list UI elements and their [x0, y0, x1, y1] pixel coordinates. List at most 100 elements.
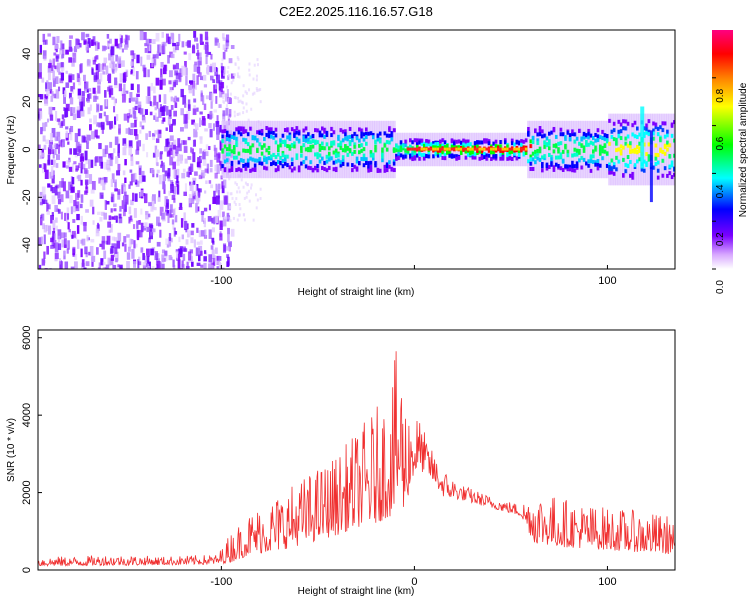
spectrogram-cell: [575, 161, 579, 166]
spectrogram-cell: [194, 83, 198, 90]
spectrogram-cell: [212, 79, 216, 83]
spectrogram-cell: [205, 144, 209, 151]
spectrogram-cell: [670, 123, 674, 128]
spectrogram-cell: [185, 239, 189, 245]
spectrogram-cell: [130, 173, 135, 183]
spectrogram-cell: [513, 147, 517, 151]
spectrogram-cell: [134, 134, 139, 140]
spectrogram-cell: [550, 154, 554, 159]
spectrogram-cell: [585, 161, 589, 166]
spectrogram-cell: [341, 158, 345, 163]
spectrogram-cell: [617, 134, 621, 139]
spectrogram-cell: [316, 128, 320, 133]
spectrogram-cell: [223, 216, 226, 220]
spectrogram-cell: [184, 103, 187, 108]
spectrogram-cell: [55, 144, 59, 150]
spectrogram-cell: [195, 52, 200, 56]
spectrogram-cell: [76, 225, 80, 234]
spectrogram-cell: [453, 147, 457, 151]
spectrogram-cell: [184, 221, 188, 230]
spectrogram-cell: [575, 136, 579, 141]
spectrogram-cell: [355, 120, 359, 179]
spectrogram-cell: [559, 166, 563, 171]
spectrogram-cell: [234, 62, 237, 66]
spectrogram-cell: [346, 162, 350, 167]
spectrogram-cell: [215, 185, 219, 194]
spectrogram-cell: [263, 165, 267, 170]
spectrogram-cell: [59, 78, 64, 84]
spectrogram-cell: [242, 148, 246, 153]
spectrogram-cell: [214, 147, 218, 157]
spectrogram-cell: [636, 113, 640, 186]
spectrogram-cell: [598, 144, 602, 149]
spectrogram-cell: [151, 133, 156, 137]
spectrogram-cell: [202, 158, 207, 166]
spectrogram-cell: [237, 130, 241, 135]
spectrogram-cell: [281, 133, 285, 138]
spectrogram-cell: [122, 208, 126, 217]
spectrogram-cell: [156, 53, 159, 59]
spectrogram-cell: [575, 152, 579, 157]
spectrogram-cell: [81, 91, 85, 97]
spectrogram-cell: [119, 205, 122, 212]
spectrogram-cell: [92, 87, 96, 94]
spectrogram-cell: [166, 138, 170, 145]
spectrogram-cell: [541, 168, 545, 173]
spectrogram-cell: [53, 233, 57, 243]
spectrogram-cell: [666, 133, 670, 138]
spectrogram-cell: [596, 128, 600, 133]
spectrogram-cell: [121, 242, 125, 247]
spectrogram-cell: [473, 141, 477, 146]
spectrogram-cell: [288, 146, 292, 151]
spectrogram-cell: [531, 135, 535, 140]
spectrogram-cell: [483, 152, 487, 157]
spectrogram-cell: [529, 157, 533, 162]
spectrogram-cell: [529, 120, 533, 179]
spectrogram-cell: [233, 114, 236, 118]
spectrogram-cell: [96, 122, 99, 127]
spectrogram-cell: [320, 133, 324, 138]
spectrogram-cell: [598, 163, 602, 168]
spectrogram-cell: [75, 38, 79, 47]
spectrogram-cell: [670, 175, 674, 180]
spectrogram-cell: [279, 160, 283, 165]
spectrogram-cell: [471, 147, 475, 151]
spectrogram-cell: [642, 159, 646, 164]
spectrogram-cell: [434, 142, 438, 147]
spectrogram-cell: [88, 88, 92, 92]
spectrogram-cell: [462, 147, 466, 151]
spectrogram-cell: [406, 147, 410, 151]
spectrogram-cell: [596, 120, 600, 179]
spectrogram-cell: [251, 157, 255, 162]
spectrogram-cell: [232, 146, 236, 151]
spectrogram-cell: [320, 145, 324, 150]
spectrogram-cell: [92, 206, 95, 215]
spectrogram-cell: [168, 236, 172, 247]
spectrogram-cell: [85, 181, 88, 189]
spectrogram-cell: [155, 77, 160, 86]
spectrogram-cell: [222, 51, 226, 60]
spectrogram-cell: [425, 139, 429, 144]
spectrogram-cell: [210, 53, 213, 60]
spectrogram-cell: [283, 157, 287, 162]
spectrogram-cell: [171, 119, 176, 126]
spectrogram-cell: [165, 210, 169, 216]
spectrogram-cell: [552, 143, 556, 148]
spectrogram-cell: [226, 152, 230, 157]
spectrogram-cell: [220, 70, 225, 79]
spectrogram-cell: [137, 140, 142, 147]
spectrogram-cell: [351, 151, 355, 156]
spectrogram-cell: [311, 139, 315, 144]
figure-title: C2E2.2025.116.16.57.G18: [279, 4, 433, 19]
spectrogram-cell: [145, 38, 150, 46]
spectrogram-cell: [290, 157, 294, 162]
spectrogram-cell: [596, 134, 600, 139]
spectrogram-cell: [46, 210, 50, 215]
spectrogram-cell: [156, 169, 160, 174]
spectrogram-cell: [255, 87, 258, 91]
spectrogram-cell: [381, 154, 385, 159]
spectrogram-cell: [156, 162, 159, 167]
spectrogram-cell: [54, 131, 58, 141]
spectrogram-cell: [242, 163, 246, 168]
